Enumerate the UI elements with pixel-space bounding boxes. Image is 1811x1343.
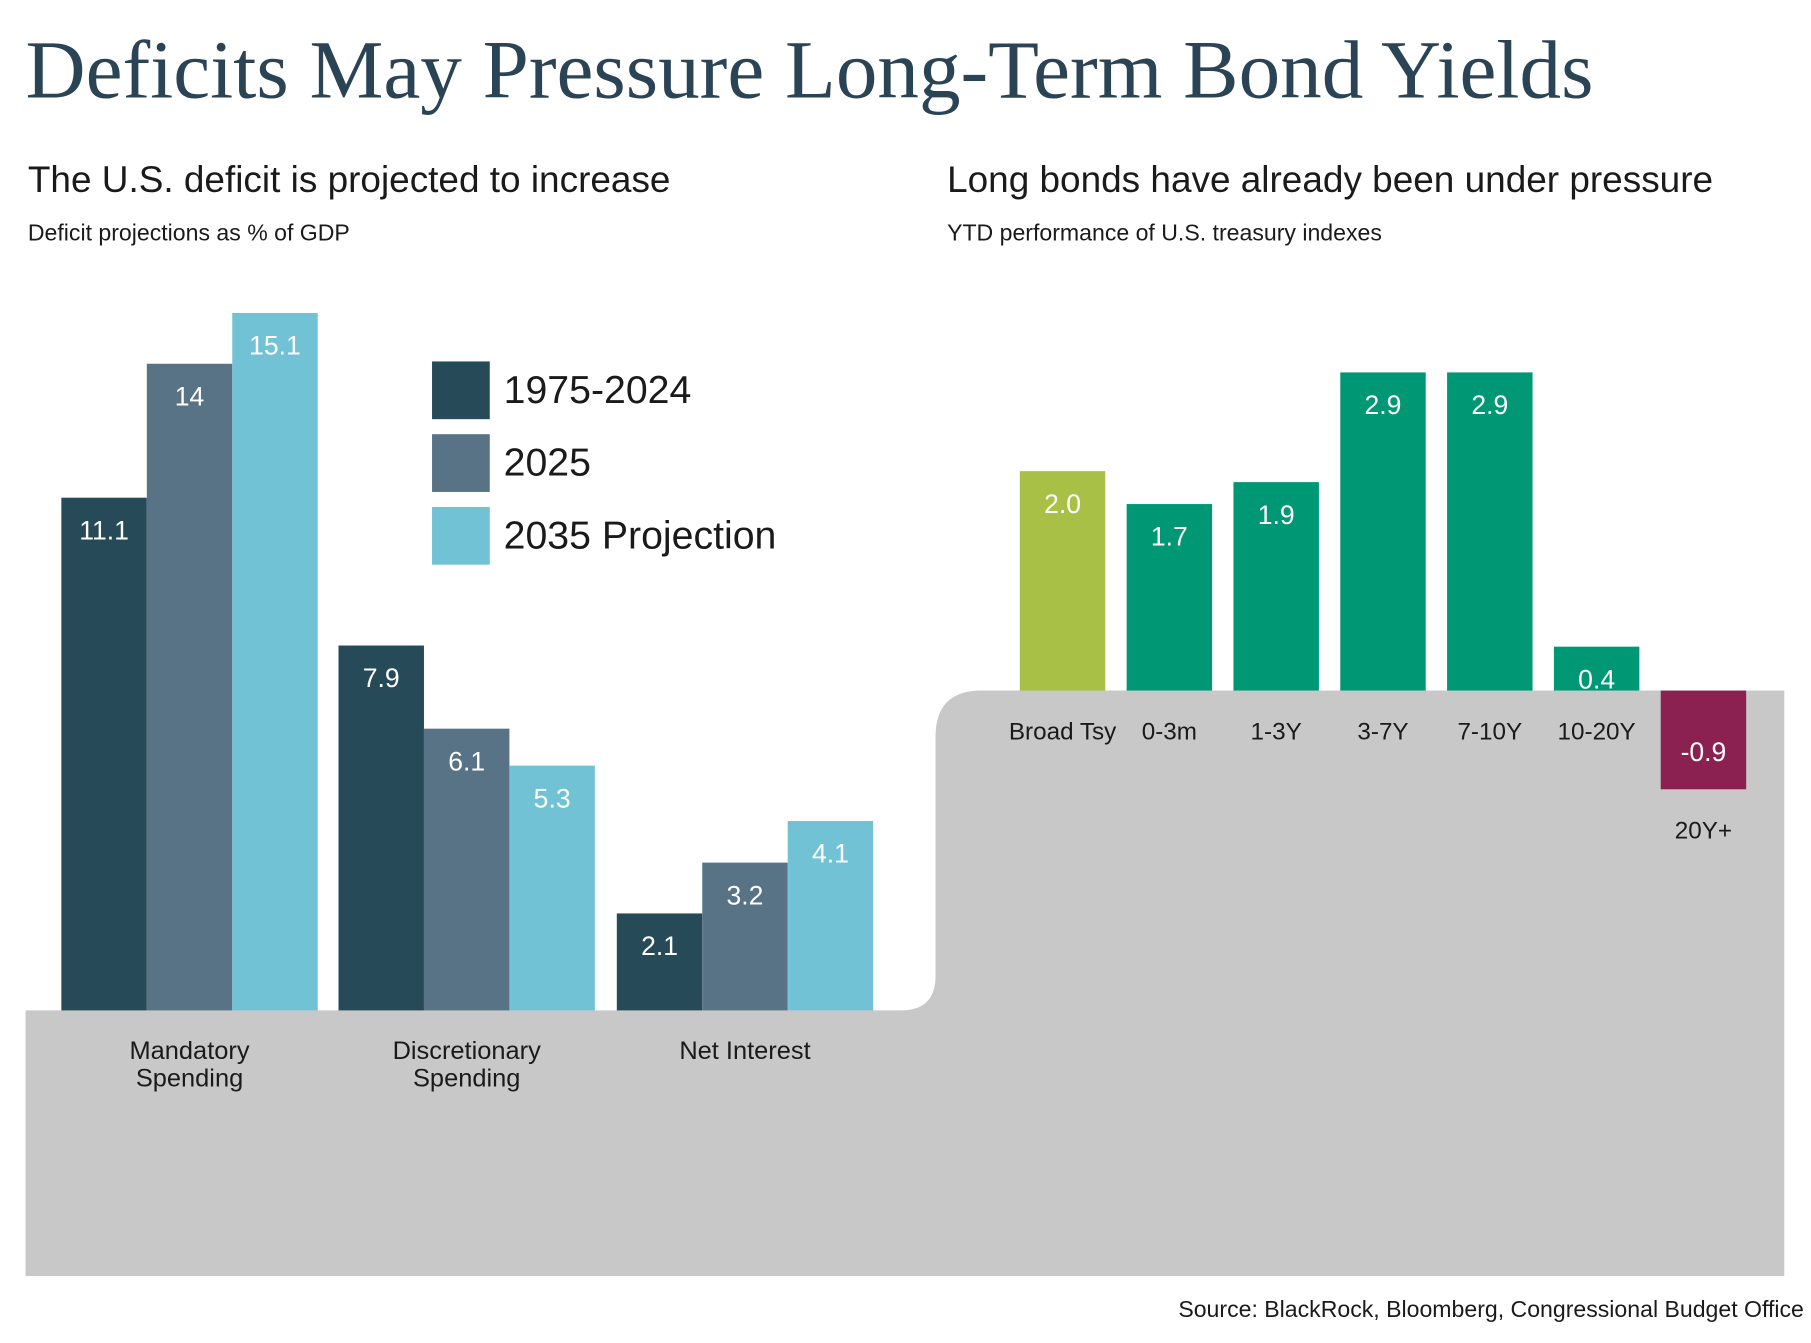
value-label: 14 [175,381,205,411]
x-tick-label: Net Interest [679,1036,811,1065]
value-label: 4.1 [812,839,849,869]
x-tick-label: Discretionary Spending [392,1036,541,1093]
legend-label: 2035 Projection [504,513,777,557]
bar [1553,646,1640,691]
chart-subtitle: Deficit projections as % of GDP [28,220,350,246]
x-label-box: Discretionary Spending [392,1036,541,1093]
legend-swatch [432,434,490,492]
bar [232,312,318,1011]
value-label: 2.0 [1044,489,1081,519]
bar [61,497,147,1011]
value-label: 1.7 [1151,522,1188,552]
chart-title: The U.S. deficit is projected to increas… [28,159,671,200]
x-tick-label: 1-3Y [1251,719,1302,746]
background-panel [25,690,1785,1277]
value-label: 2.9 [1365,390,1402,420]
bar [702,862,788,1011]
value-label: 3.2 [727,880,764,910]
legend-label: 2025 [504,441,591,485]
value-label: 5.3 [534,783,571,813]
x-tick-label: 7-10Y [1457,719,1522,746]
value-label: 1.9 [1258,500,1295,530]
value-label: 11.1 [79,515,129,545]
bar [423,728,510,1011]
value-label: 2.1 [641,931,678,961]
x-label-box: Net Interest [679,1036,811,1065]
value-label: 7.9 [363,663,400,693]
value-label: 0.4 [1578,664,1615,694]
bar [1340,372,1426,691]
chart-title: Long bonds have already been under press… [947,159,1713,200]
x-tick-label: Mandatory Spending [129,1036,250,1093]
bar [338,645,424,1011]
bar [1447,372,1533,691]
value-label: 15.1 [249,331,301,361]
x-tick-label: 0-3m [1142,719,1197,746]
x-tick-label: 3-7Y [1357,719,1408,746]
x-tick-label: Broad Tsy [1009,719,1117,746]
legend-swatch [432,361,490,420]
legend-label: 1975-2024 [504,368,692,412]
chart-subtitle: YTD performance of U.S. treasury indexes [947,220,1382,246]
main-title: Deficits May Pressure Long-Term Bond Yie… [26,24,1594,116]
bar [509,765,595,1011]
value-label: 2.9 [1471,390,1508,420]
value-label: -0.9 [1681,737,1727,767]
bar [1233,482,1319,691]
bar [787,821,874,1011]
source: Source: BlackRock, Bloomberg, Congressio… [1178,1296,1804,1322]
bar [616,913,703,1011]
x-tick-label: 10-20Y [1558,719,1636,746]
bar [1019,471,1106,691]
value-label: 6.1 [448,746,485,776]
x-tick-label: 20Y+ [1675,817,1732,844]
bar [1660,690,1747,790]
bar [146,363,233,1011]
bar [1126,504,1213,691]
legend-swatch [432,506,490,565]
x-label-box: Mandatory Spending [129,1036,250,1093]
